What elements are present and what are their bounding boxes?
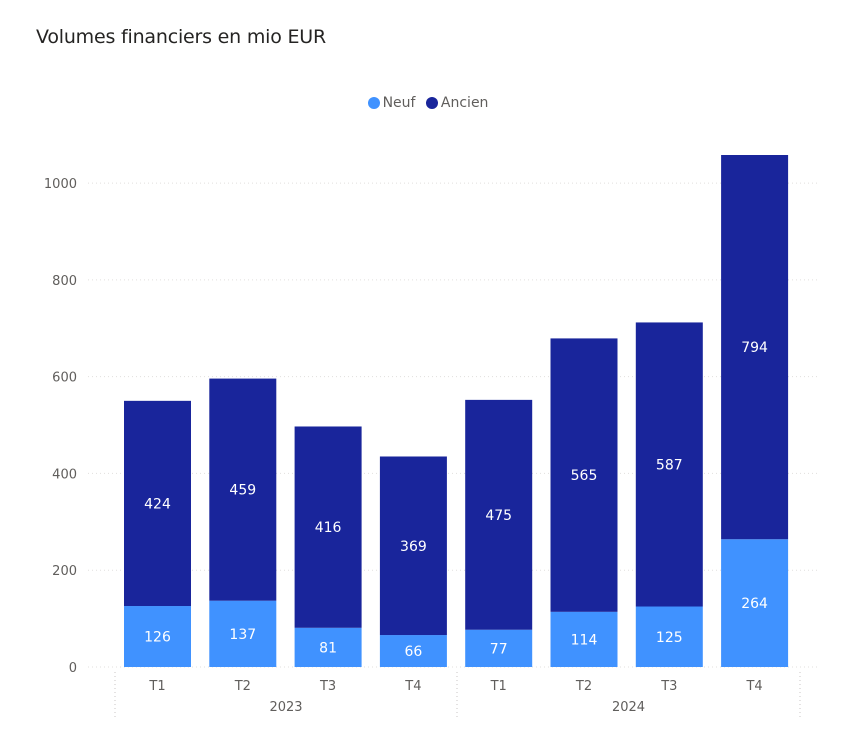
legend: Neuf Ancien — [0, 95, 856, 113]
bar-neuf[interactable] — [294, 627, 362, 667]
data-label-neuf: 81 — [319, 640, 337, 656]
x-tick-label: T3 — [660, 679, 677, 694]
bar-ancien[interactable] — [294, 426, 362, 628]
legend-item-neuf[interactable]: Neuf — [367, 95, 416, 111]
x-tick-label: T4 — [404, 679, 421, 694]
y-tick-label: 0 — [69, 661, 77, 676]
legend-label-neuf: Neuf — [382, 95, 416, 111]
y-tick-label: 200 — [52, 564, 77, 579]
data-label-ancien: 587 — [656, 457, 683, 473]
bar-ancien[interactable] — [550, 338, 618, 612]
legend-dot-ancien — [425, 97, 438, 109]
y-tick-label: 600 — [52, 371, 77, 386]
data-label-neuf: 125 — [656, 630, 683, 646]
legend-dot-neuf — [367, 97, 380, 109]
bar-neuf[interactable] — [465, 629, 533, 667]
bar-neuf[interactable] — [379, 635, 447, 667]
bar-neuf[interactable] — [209, 600, 277, 667]
bar-ancien[interactable] — [379, 456, 447, 636]
data-label-neuf: 126 — [144, 630, 171, 646]
x-tick-label: T2 — [234, 679, 251, 694]
y-tick-label: 800 — [52, 274, 77, 289]
data-label-ancien: 369 — [400, 539, 427, 555]
bar-neuf[interactable] — [124, 606, 191, 667]
data-label-ancien: 459 — [229, 483, 256, 499]
data-label-neuf: 77 — [490, 641, 508, 657]
bar-neuf[interactable] — [721, 539, 789, 667]
chart-title: Volumes financiers en mio EUR — [36, 26, 326, 48]
x-tick-label: T3 — [319, 679, 336, 694]
y-tick-label: 400 — [52, 467, 77, 482]
data-label-ancien: 416 — [315, 520, 342, 536]
x-group-label: 2023 — [269, 700, 302, 715]
data-label-neuf: 114 — [571, 632, 598, 648]
bar-ancien[interactable] — [124, 400, 191, 607]
data-label-ancien: 424 — [144, 496, 171, 512]
bar-neuf[interactable] — [635, 606, 703, 667]
x-group-label: 2024 — [612, 700, 645, 715]
data-label-ancien: 475 — [485, 508, 512, 524]
legend-item-ancien[interactable]: Ancien — [425, 95, 489, 111]
x-tick-label: T4 — [745, 679, 762, 694]
data-label-ancien: 794 — [741, 340, 768, 356]
legend-label-ancien: Ancien — [440, 95, 489, 111]
data-label-neuf: 264 — [741, 596, 768, 612]
bar-neuf[interactable] — [550, 611, 618, 667]
bar-ancien[interactable] — [209, 378, 277, 601]
bar-ancien[interactable] — [635, 322, 703, 607]
data-label-ancien: 565 — [571, 468, 598, 484]
data-label-neuf: 137 — [229, 627, 256, 643]
x-tick-label: T2 — [575, 679, 592, 694]
bar-ancien[interactable] — [465, 399, 533, 630]
x-tick-label: T1 — [148, 679, 165, 694]
x-tick-label: T1 — [490, 679, 507, 694]
bar-ancien[interactable] — [721, 155, 789, 540]
data-label-neuf: 66 — [404, 644, 422, 660]
y-tick-label: 1000 — [44, 177, 77, 192]
